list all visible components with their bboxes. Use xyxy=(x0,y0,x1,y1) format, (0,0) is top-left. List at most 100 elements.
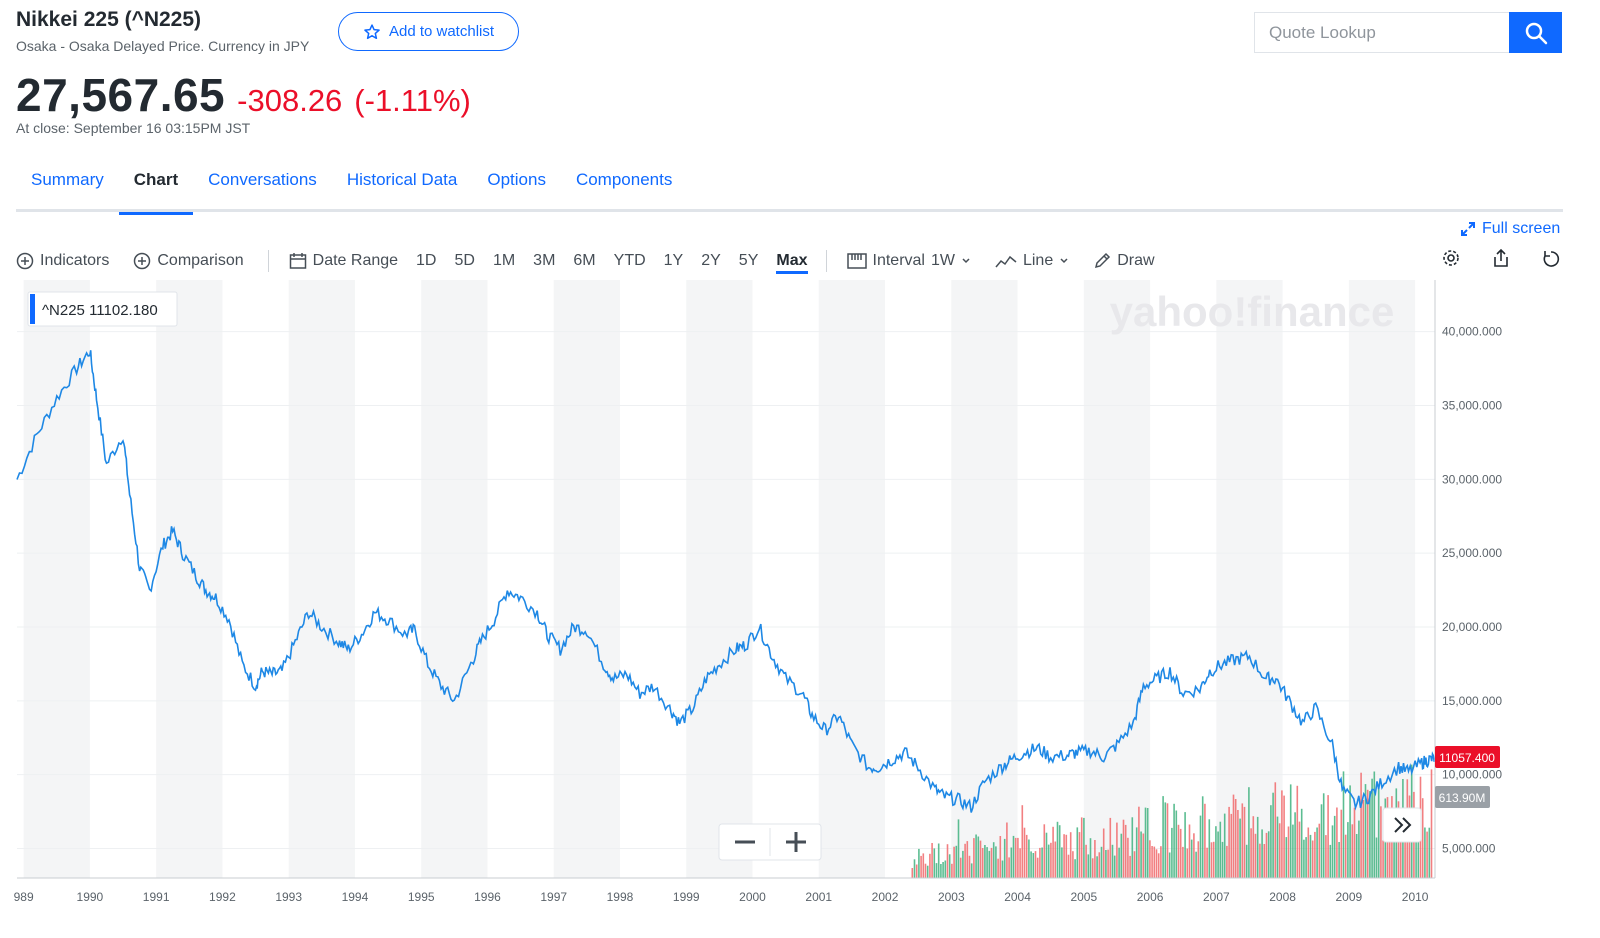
x-tick-label: 2001 xyxy=(805,890,832,904)
volume-bar xyxy=(1221,841,1224,878)
volume-bar xyxy=(1116,822,1118,878)
volume-bar xyxy=(1382,840,1384,878)
volume-bar xyxy=(1102,828,1105,878)
x-tick-label: 1991 xyxy=(143,890,170,904)
calendar-icon xyxy=(289,253,306,269)
range-max[interactable]: Max xyxy=(776,252,808,274)
x-tick-label: 2000 xyxy=(739,890,766,904)
volume-bar xyxy=(1201,796,1204,878)
volume-bar xyxy=(1089,838,1092,878)
volume-bar xyxy=(1197,841,1200,878)
indicators-button[interactable]: Indicators xyxy=(16,252,109,270)
comparison-label: Comparison xyxy=(157,252,244,269)
year-band xyxy=(818,280,886,878)
volume-bar xyxy=(1021,805,1024,878)
volume-bar xyxy=(1144,807,1147,878)
share-icon[interactable] xyxy=(1491,248,1511,268)
volume-bar xyxy=(984,845,986,878)
comparison-button[interactable]: Comparison xyxy=(133,252,244,270)
range-2y[interactable]: 2Y xyxy=(701,252,721,269)
range-1y[interactable]: 1Y xyxy=(663,252,684,269)
range-5d[interactable]: 5D xyxy=(454,252,475,269)
page-title: Nikkei 225 (^N225) xyxy=(16,8,202,31)
volume-bar xyxy=(1388,825,1391,878)
tab-summary[interactable]: Summary xyxy=(31,170,104,189)
search-button[interactable] xyxy=(1509,12,1562,53)
date-range-label: Date Range xyxy=(312,252,399,269)
volume-bar xyxy=(1175,810,1178,878)
volume-bar xyxy=(1303,839,1305,878)
volume-bar xyxy=(1133,851,1136,878)
volume-bar xyxy=(1375,837,1378,878)
volume-bar xyxy=(1399,818,1402,878)
reset-icon[interactable] xyxy=(1541,248,1561,268)
full-screen-link[interactable]: Full screen xyxy=(1460,220,1560,238)
volume-bar xyxy=(973,838,975,878)
range-6m[interactable]: 6M xyxy=(573,252,596,269)
y-tick-label: 20,000.000 xyxy=(1442,620,1502,634)
tab-historical-data[interactable]: Historical Data xyxy=(346,170,458,189)
volume-bar xyxy=(924,863,927,878)
tab-chart[interactable]: Chart xyxy=(118,160,194,215)
volume-bar xyxy=(1228,806,1230,878)
price-chart[interactable]: yahoo!finance 40,000.000 35,000.000 30,000… xyxy=(0,280,1600,938)
add-to-watchlist-button[interactable]: Add to watchlist xyxy=(338,12,519,51)
volume-bar xyxy=(1149,840,1151,878)
volume-bar xyxy=(1140,831,1142,878)
volume-bar xyxy=(1100,846,1103,878)
volume-bar xyxy=(935,863,938,878)
interval-button[interactable]: Interval 1W xyxy=(846,252,971,270)
quote-lookup-input[interactable] xyxy=(1269,22,1495,43)
volume-bar xyxy=(1098,852,1101,878)
volume-bar xyxy=(929,853,931,878)
volume-bar xyxy=(1058,825,1061,878)
volume-bar xyxy=(1318,823,1321,878)
tab-conversations[interactable]: Conversations xyxy=(208,170,317,189)
volume-bar xyxy=(1415,816,1417,878)
volume-bar xyxy=(1138,806,1140,878)
volume-bar xyxy=(1085,844,1087,878)
volume-bar xyxy=(970,863,973,878)
volume-bar xyxy=(1135,827,1138,878)
range-ytd[interactable]: YTD xyxy=(613,252,646,269)
volume-bar xyxy=(968,855,971,878)
zoom-out-button[interactable] xyxy=(720,825,769,859)
volume-bar xyxy=(1237,810,1239,878)
volume-bar xyxy=(1010,847,1013,878)
year-band xyxy=(23,280,90,878)
draw-button[interactable]: Draw xyxy=(1093,252,1155,270)
volume-bar xyxy=(1032,853,1035,878)
year-band xyxy=(951,280,1018,878)
toolbar-divider xyxy=(825,250,827,272)
volume-bar xyxy=(931,843,933,878)
volume-bar xyxy=(1003,838,1006,878)
tab-options[interactable]: Options xyxy=(487,170,546,189)
volume-bar xyxy=(1019,848,1021,878)
volume-bar xyxy=(1329,844,1332,878)
volume-bar xyxy=(1168,852,1171,878)
close-time: At close: September 16 03:15PM JST xyxy=(16,120,251,136)
volume-bar xyxy=(1142,833,1145,878)
volume-bar xyxy=(1421,798,1424,878)
scroll-to-end-button[interactable] xyxy=(1382,807,1422,843)
range-5y[interactable]: 5Y xyxy=(738,252,759,269)
zoom-in-button[interactable] xyxy=(771,825,820,859)
x-tick-label: 989 xyxy=(14,890,34,904)
price-row: 27,567.65 -308.26 (-1.11%) xyxy=(16,68,471,122)
volume-bar xyxy=(1296,785,1299,878)
volume-bar xyxy=(1041,847,1043,878)
tab-components[interactable]: Components xyxy=(575,170,673,189)
plus-circle-icon xyxy=(134,252,151,270)
volume-bar xyxy=(1294,812,1296,878)
range-1d[interactable]: 1D xyxy=(416,252,437,269)
last-price-badge: 11057.400 xyxy=(1435,746,1500,768)
settings-icon[interactable] xyxy=(1441,248,1461,268)
chart-type-button[interactable]: Line xyxy=(995,252,1069,270)
date-range-button[interactable]: Date Range xyxy=(289,252,398,270)
y-tick-label: 40,000.000 xyxy=(1442,325,1502,339)
interval-value: 1W xyxy=(930,252,955,269)
range-1m[interactable]: 1M xyxy=(492,252,516,269)
volume-bar xyxy=(1353,807,1356,878)
range-3m[interactable]: 3M xyxy=(533,252,556,269)
chart-actions xyxy=(1441,248,1561,268)
